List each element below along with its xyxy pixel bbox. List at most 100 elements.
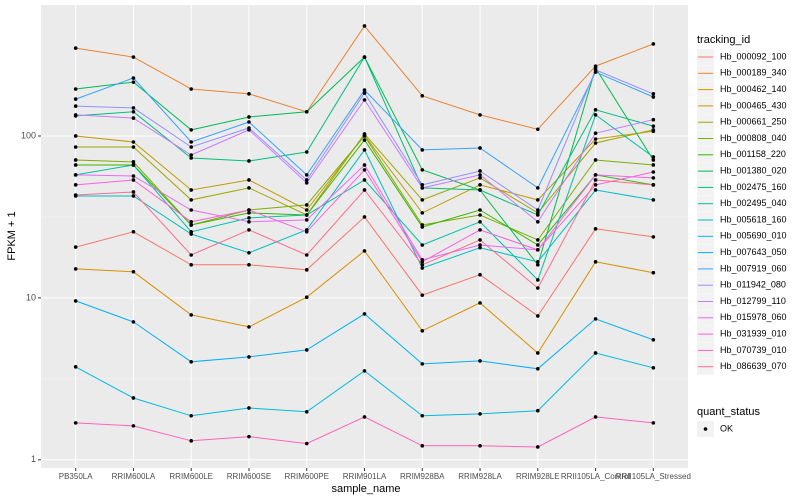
data-point: [73, 97, 78, 101]
data-point: [536, 408, 540, 413]
data-point: [536, 445, 540, 449]
data-point: [189, 439, 193, 443]
data-point: [247, 220, 251, 224]
data-point: [362, 369, 367, 373]
data-point: [189, 413, 193, 418]
data-point: [131, 229, 136, 234]
data-point: [478, 412, 482, 416]
data-point: [73, 46, 78, 50]
data-point: [247, 434, 251, 439]
data-point: [536, 260, 540, 264]
x-tick-label: RRIM600LA: [112, 472, 156, 481]
data-point: [189, 188, 193, 192]
y-tick-label: 1: [31, 454, 36, 464]
data-point: [304, 268, 309, 272]
data-point: [536, 314, 540, 318]
data-point: [247, 263, 251, 267]
legend-label: Hb_001380_020: [720, 165, 787, 175]
data-point: [478, 301, 482, 305]
data-point: [593, 141, 598, 145]
data-point: [304, 181, 309, 185]
data-point: [73, 104, 78, 108]
data-point: [304, 178, 309, 182]
data-point: [593, 415, 598, 419]
legend-point: [703, 427, 708, 431]
data-point: [73, 183, 78, 187]
data-point: [478, 220, 482, 224]
x-tick-label: RRIM600LE: [169, 472, 213, 481]
data-point: [131, 110, 136, 114]
data-point: [131, 160, 136, 164]
data-point: [189, 263, 193, 267]
data-point: [478, 238, 482, 242]
data-point: [189, 220, 193, 224]
data-point: [304, 203, 309, 207]
data-point: [536, 186, 540, 190]
data-point: [362, 215, 367, 219]
legend-label: Hb_007643_050: [720, 247, 787, 257]
data-point: [651, 198, 656, 202]
x-tick-label: RRII105LA_Stressed: [616, 472, 691, 481]
x-tick-label: RRIM928LE: [516, 472, 560, 481]
data-point: [131, 424, 136, 428]
data-point: [651, 338, 656, 342]
data-point: [247, 211, 251, 215]
data-point: [651, 183, 656, 187]
data-point: [536, 208, 540, 212]
data-point: [478, 176, 482, 180]
data-point: [73, 245, 78, 249]
data-point: [304, 208, 309, 212]
data-point: [73, 193, 78, 197]
data-point: [189, 128, 193, 132]
data-point: [420, 329, 425, 333]
data-point: [73, 158, 78, 162]
data-point: [189, 359, 193, 364]
data-point: [247, 92, 251, 96]
data-point: [420, 413, 425, 418]
data-point: [247, 120, 251, 124]
data-point: [189, 208, 193, 212]
data-point: [73, 421, 78, 425]
data-point: [362, 134, 367, 138]
data-point: [536, 248, 540, 252]
data-point: [73, 365, 78, 369]
data-point: [420, 198, 425, 202]
data-point: [189, 87, 193, 91]
data-point: [247, 228, 251, 232]
data-point: [536, 351, 540, 355]
legend-label: Hb_005690_010: [720, 231, 787, 241]
data-point: [73, 299, 78, 303]
data-point: [478, 169, 482, 173]
legend-title: tracking_id: [697, 34, 750, 46]
data-point: [247, 186, 251, 190]
legend-label: Hb_011942_080: [720, 280, 786, 290]
data-point: [304, 218, 309, 222]
x-tick-label: PB350LA: [59, 472, 93, 481]
legend-label: Hb_000462_140: [720, 84, 787, 94]
data-point: [189, 140, 193, 144]
data-point: [593, 113, 598, 117]
legend-label: Hb_001158_220: [720, 149, 786, 159]
data-point: [73, 87, 78, 91]
data-point: [420, 225, 425, 229]
legend-label: OK: [720, 423, 733, 433]
data-point: [362, 88, 367, 92]
data-point: [189, 156, 193, 160]
data-point: [131, 320, 136, 324]
data-point: [536, 213, 540, 217]
data-point: [651, 42, 656, 46]
data-point: [536, 243, 540, 247]
data-point: [478, 183, 482, 187]
data-point: [362, 55, 367, 59]
data-point: [362, 312, 367, 316]
data-point: [304, 409, 309, 414]
legend-label: Hb_000661_250: [720, 117, 787, 127]
data-point: [304, 441, 309, 446]
data-point: [478, 444, 482, 448]
data-point: [189, 145, 193, 149]
data-point: [304, 348, 309, 352]
data-point: [478, 272, 482, 277]
legend-title: quant_status: [697, 406, 760, 418]
data-point: [536, 263, 540, 267]
legend-label: Hb_002495_040: [720, 198, 787, 208]
